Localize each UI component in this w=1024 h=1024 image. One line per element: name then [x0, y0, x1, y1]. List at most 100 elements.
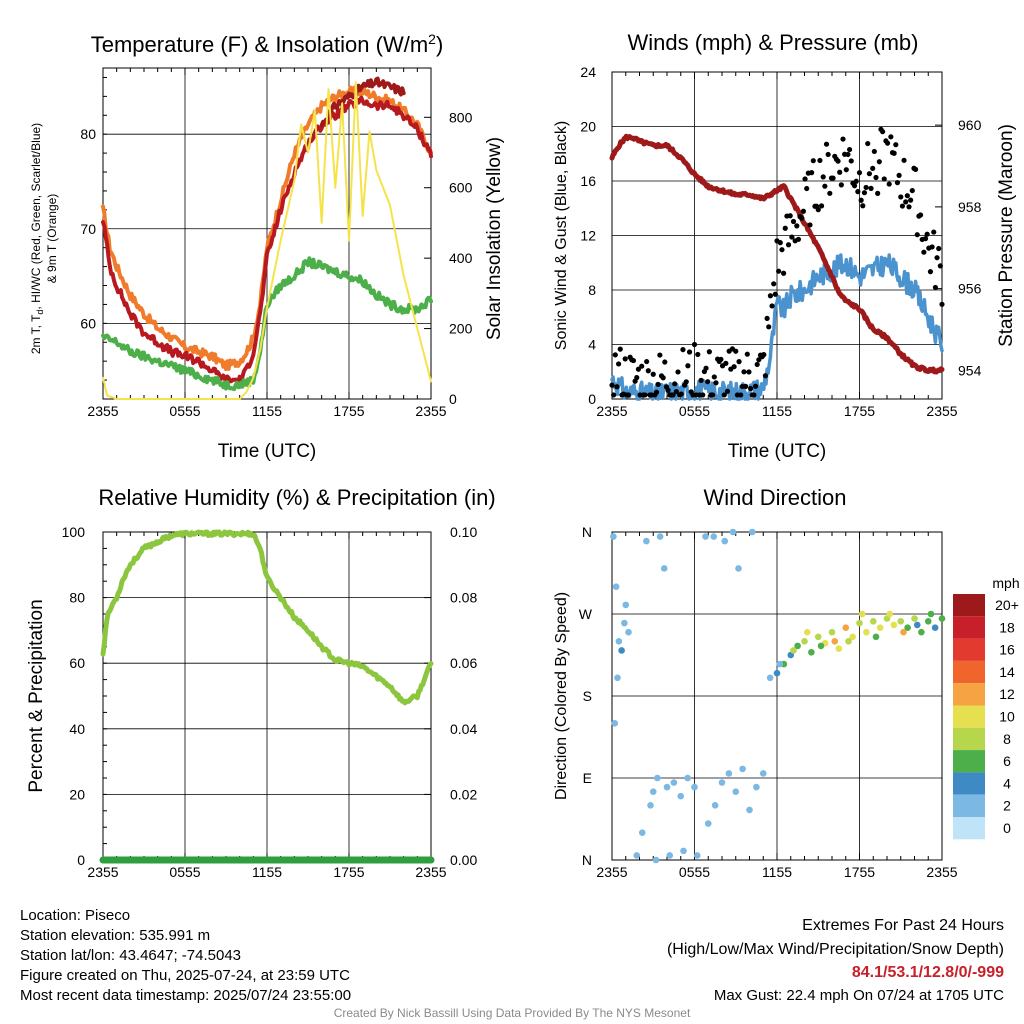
- gust-point: [675, 369, 681, 375]
- gust-point: [617, 346, 623, 352]
- gust-point: [635, 366, 642, 372]
- chart-title-winds: Winds (mph) & Pressure (mb): [628, 30, 919, 55]
- gust-point: [818, 203, 825, 209]
- gust-point: [891, 150, 897, 156]
- info-timestamp: Most recent data timestamp: 2025/07/24 2…: [20, 987, 352, 1004]
- y-left-tick-label: 0: [77, 852, 85, 868]
- gust-point: [751, 392, 757, 398]
- gust-point: [851, 183, 858, 189]
- gust-point: [822, 183, 828, 189]
- gust-point: [837, 169, 843, 175]
- direction-point: [680, 847, 687, 855]
- gust-point: [731, 364, 737, 370]
- y-tick-label: W: [579, 606, 593, 622]
- y-left-tick-label: 60: [80, 315, 96, 331]
- direction-point: [710, 533, 718, 540]
- gust-point: [873, 174, 879, 181]
- info-location: Location: Piseco: [20, 907, 131, 924]
- gust-point: [875, 190, 881, 196]
- direction-point: [842, 624, 850, 631]
- direction-point: [633, 852, 641, 859]
- legend-label: 14: [999, 664, 1015, 680]
- gust-point: [752, 383, 759, 389]
- y-right-tick-label: 0.04: [450, 721, 477, 737]
- legend-swatch: [953, 750, 985, 773]
- gust-point: [898, 194, 904, 200]
- y-right-tick-label: 600: [449, 180, 473, 196]
- extremes-subtitle: (High/Low/Max Wind/Precipitation/Snow De…: [666, 941, 1004, 958]
- gust-point: [934, 255, 940, 261]
- gust-point: [779, 247, 785, 253]
- y-left-axis-label: Percent & Precipitation: [26, 599, 47, 792]
- direction-point: [691, 783, 698, 791]
- gust-point: [886, 181, 892, 187]
- direction-point: [790, 647, 797, 654]
- gust-point: [817, 157, 823, 164]
- gust-point: [769, 303, 775, 309]
- y-right-tick-label: 956: [958, 281, 982, 297]
- direction-point: [647, 802, 654, 809]
- legend-label: 16: [999, 642, 1015, 658]
- legend-swatch: [953, 683, 985, 706]
- gust-point: [876, 159, 882, 165]
- direction-point: [856, 619, 863, 627]
- series-line-1: [101, 95, 433, 386]
- direction-point: [732, 788, 740, 795]
- y-right-tick-label: 200: [449, 321, 473, 337]
- gust-point: [927, 269, 934, 275]
- direction-point: [684, 774, 691, 782]
- gust-point: [856, 170, 863, 176]
- gust-point: [781, 270, 787, 276]
- series-line-2: [319, 76, 406, 128]
- gust-point: [644, 358, 650, 365]
- direction-point: [858, 610, 866, 618]
- gust-point: [612, 352, 618, 358]
- gust-point: [741, 369, 747, 375]
- x-tick-label: 1155: [252, 864, 282, 880]
- direction-point: [776, 660, 784, 668]
- direction-point: [643, 537, 650, 545]
- y-left-axis-label: 2m T, Td, HI/WC (Red, Green, Scarlet/Blu…: [29, 123, 45, 354]
- y-right-tick-label: 960: [958, 117, 982, 133]
- x-tick-label: 2355: [87, 403, 118, 419]
- rh-line: [100, 529, 434, 706]
- gust-point: [896, 172, 902, 178]
- gust-point: [736, 359, 742, 365]
- gust-point: [660, 375, 666, 381]
- legend-label: 2: [1003, 798, 1011, 814]
- gust-point: [785, 242, 792, 248]
- gust-point: [673, 388, 679, 395]
- legend-swatch: [953, 638, 985, 661]
- y-left-tick-label: 20: [580, 119, 596, 135]
- direction-point: [845, 638, 852, 645]
- direction-point: [863, 628, 870, 636]
- gust-point: [718, 356, 724, 362]
- legend-swatch: [953, 594, 985, 617]
- gust-point: [843, 167, 849, 173]
- direction-point: [886, 610, 894, 618]
- direction-point: [711, 802, 719, 809]
- direction-point: [612, 583, 620, 590]
- gust-point: [855, 189, 861, 195]
- direction-point: [704, 820, 712, 827]
- y-tick-label: N: [582, 524, 592, 540]
- gust-point: [939, 301, 945, 307]
- gust-point: [795, 236, 802, 242]
- y-left-tick-label: 80: [69, 590, 85, 606]
- gust-point: [746, 369, 752, 375]
- x-tick-label: 1755: [333, 403, 364, 419]
- gust-point: [815, 207, 821, 213]
- gust-point: [685, 363, 691, 369]
- direction-point: [938, 615, 946, 622]
- y-tick-label: E: [583, 770, 592, 786]
- y-right-tick-label: 0.00: [450, 852, 477, 868]
- direction-point: [759, 770, 767, 777]
- x-tick-label: 1155: [762, 864, 792, 880]
- direction-point: [872, 633, 880, 641]
- x-tick-label: 2355: [596, 403, 627, 419]
- gust-point: [622, 356, 628, 362]
- gust-point: [611, 392, 617, 398]
- y-left-tick-label: 20: [69, 786, 85, 802]
- gust-point: [931, 229, 937, 235]
- gust-point: [899, 203, 906, 209]
